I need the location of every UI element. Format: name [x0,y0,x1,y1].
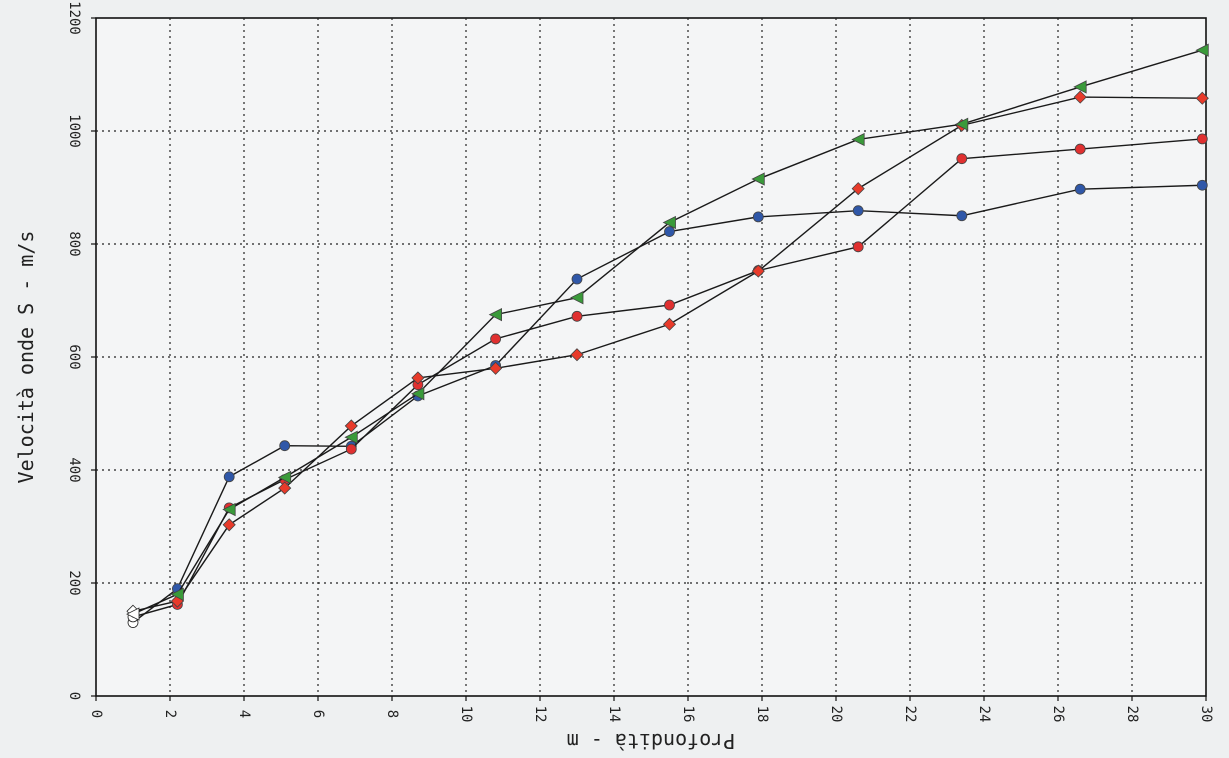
x-axis-ticks: 0 2 4 6 8 10 12 14 16 18 20 22 24 26 28 30 [88,696,1214,722]
data-point [411,371,425,385]
data-point [664,226,675,237]
series-line [132,184,1203,624]
data-point [411,387,425,401]
x-tick-label: 12 [532,706,548,723]
data-point [1074,183,1086,195]
data-point [222,518,236,532]
data-point [662,317,677,331]
data-point [852,241,864,253]
data-point [222,502,236,517]
data-point [1195,43,1209,57]
y-axis-label: Velocità onde S - m/s [14,231,38,484]
x-tick-label: 24 [976,706,992,723]
y-tick-label: 1200 [66,1,82,35]
data-point [490,333,502,345]
data-point [956,153,968,165]
data-point [664,299,675,311]
data-point [1074,143,1086,155]
data-point [126,607,140,621]
data-point [489,361,503,375]
y-tick-label: 0 [66,692,82,700]
x-tick-label: 2 [162,710,178,718]
y-tick-label: 1000 [66,114,82,148]
data-point [1073,90,1087,104]
y-tick-label: 400 [66,457,82,482]
data-point [751,172,765,186]
data-point [344,430,358,444]
data-point [956,210,968,222]
data-point [1196,133,1208,145]
data-point [170,587,184,601]
y-axis-ticks: 0 200 400 600 800 1000 1200 [66,1,96,700]
data-point [345,443,357,455]
series-line [132,49,1203,615]
x-tick-label: 22 [902,706,918,723]
series-layer [126,43,1209,628]
x-tick-label: 8 [384,710,400,718]
data-point [344,419,358,433]
y-tick-label: 600 [66,344,82,369]
x-tick-label: 6 [310,710,326,718]
data-point [279,440,291,452]
series-3 [126,90,1209,618]
data-point [571,273,583,285]
data-point [852,205,864,217]
data-point [851,132,865,147]
y-tick-label: 200 [66,570,82,595]
data-point [954,117,969,131]
x-tick-label: 26 [1050,706,1066,723]
y-tick-label: 800 [66,231,82,256]
data-point [751,264,765,278]
x-tick-label: 14 [606,706,622,723]
data-point [488,307,503,322]
x-tick-label: 18 [754,706,770,723]
x-tick-label: 4 [236,710,252,718]
data-point [571,310,583,322]
data-point [277,470,292,484]
data-point [1195,91,1209,105]
x-tick-label: 10 [458,706,474,723]
data-point [851,182,865,196]
data-point [1073,80,1087,94]
data-point [1196,179,1208,191]
x-tick-label: 28 [1124,706,1140,723]
data-point [662,215,676,230]
grid [96,18,1206,696]
data-point [752,211,764,223]
data-point [570,291,584,305]
data-point [223,471,235,483]
x-tick-label: 0 [88,710,104,718]
plot-area: 0 2 4 6 8 10 12 14 16 18 20 22 24 26 28 30 020040060080… [66,1,1214,722]
x-tick-label: 16 [680,706,696,723]
x-axis-label: Profondità - m [567,729,736,753]
data-point [570,348,584,362]
x-tick-label: 30 [1198,706,1214,723]
series-line [132,138,1203,618]
series-4 [126,43,1209,621]
series-line [132,96,1203,612]
x-tick-label: 20 [828,706,844,723]
data-point [278,481,292,495]
